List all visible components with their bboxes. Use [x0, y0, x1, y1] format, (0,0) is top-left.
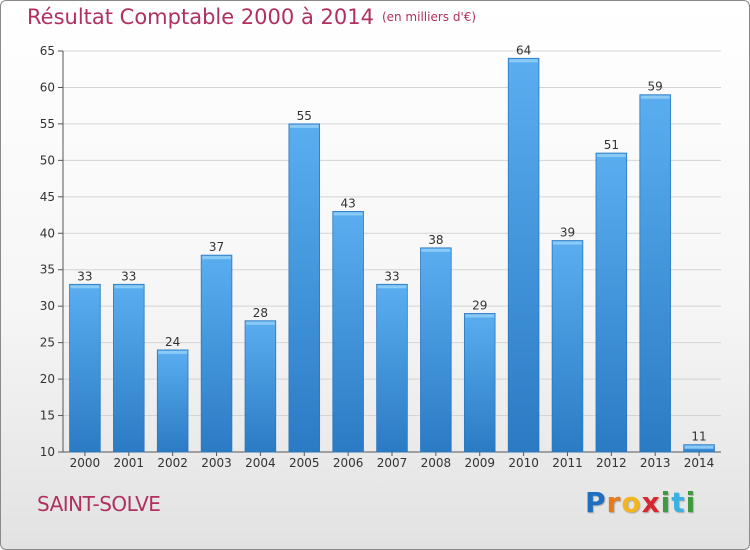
bar-2012 [595, 152, 628, 453]
x-tick-label: 2009 [464, 456, 495, 470]
bar-highlight [202, 256, 231, 260]
data-label: 11 [691, 430, 706, 444]
bar-2008 [420, 247, 452, 453]
x-tick-label: 2003 [201, 456, 232, 470]
data-labels: 33 33 24 37 28 55 43 33 38 29 64 39 51 59 11 [77, 43, 706, 443]
x-tick-label: 2006 [333, 456, 364, 470]
bar-highlight [465, 314, 495, 318]
data-label: 43 [340, 196, 355, 210]
bar-2004 [244, 320, 277, 453]
data-label: 33 [384, 269, 399, 283]
x-tick-label: 2001 [114, 456, 145, 470]
chart-subtitle: (en milliers d'€) [381, 10, 477, 24]
data-label: 64 [516, 43, 531, 57]
x-tick-label: 2000 [70, 456, 101, 470]
y-tick-label: 10 [40, 445, 55, 459]
bar-highlight [333, 212, 363, 216]
y-tick-labels: 10 15 20 25 30 35 40 45 50 55 60 65 [40, 44, 55, 459]
bar-2006 [332, 210, 364, 453]
bar-2011 [551, 240, 584, 453]
bar-highlight [377, 285, 407, 289]
data-label: 29 [472, 298, 487, 312]
x-tick-label: 2012 [596, 456, 627, 470]
logo-letter: o [621, 486, 642, 519]
proxiti-logo: Proxiti [585, 486, 696, 519]
bar-2010 [507, 57, 540, 453]
bar-highlight [114, 285, 144, 289]
bar-highlight [553, 241, 582, 245]
bars [69, 57, 715, 453]
chart-title-text: Résultat Comptable 2000 à 2014 [27, 5, 374, 29]
logo-letter: i [660, 486, 672, 519]
bar-2003 [200, 254, 233, 453]
bar-2001 [113, 283, 145, 453]
logo-letter: r [606, 486, 622, 519]
bar-highlight [640, 95, 670, 99]
bar-2002 [156, 349, 189, 453]
bar-highlight [70, 285, 100, 289]
x-tick-label: 2002 [157, 456, 188, 470]
x-tick-labels: 2000 2001 2002 2003 2004 2005 2006 2007 2008 2009… [70, 456, 715, 470]
bar-2005 [288, 123, 321, 453]
x-tick-label: 2013 [640, 456, 671, 470]
y-tick-label: 30 [40, 299, 55, 313]
y-tick-label: 45 [40, 190, 55, 204]
bar-2009 [463, 313, 496, 453]
x-tick-label: 2011 [552, 456, 583, 470]
y-tick-label: 20 [40, 372, 55, 386]
bar-highlight [596, 154, 626, 158]
y-tick-label: 65 [40, 44, 55, 58]
logo-letter: x [641, 486, 661, 519]
x-tick-label: 2010 [508, 456, 539, 470]
x-tick-label: 2008 [421, 456, 452, 470]
data-label: 38 [428, 233, 443, 247]
data-label: 51 [604, 138, 619, 152]
y-tick-label: 40 [40, 226, 55, 240]
y-tick-label: 55 [40, 117, 55, 131]
town-name: SAINT-SOLVE [37, 492, 161, 516]
data-label: 37 [209, 240, 224, 254]
bar-2007 [376, 283, 408, 453]
bar-highlight [684, 445, 714, 449]
bar-2000 [69, 283, 101, 453]
x-tick-label: 2005 [289, 456, 320, 470]
logo-letter: t [671, 486, 686, 519]
x-tick-label: 2004 [245, 456, 276, 470]
bar-highlight [421, 248, 451, 252]
bar-highlight [289, 124, 319, 128]
logo-letter: i [685, 486, 697, 519]
bar-2013 [639, 94, 671, 453]
data-label: 39 [560, 226, 575, 240]
y-tick-label: 35 [40, 263, 55, 277]
data-label: 59 [648, 80, 663, 94]
y-tick-label: 60 [40, 80, 55, 94]
y-tick-label: 25 [40, 336, 55, 350]
bar-highlight [509, 59, 538, 63]
data-label: 33 [121, 269, 136, 283]
x-tick-label: 2007 [377, 456, 408, 470]
data-label: 24 [165, 335, 180, 349]
chart-title: Résultat Comptable 2000 à 2014 (en millie… [27, 5, 476, 29]
x-tick-label: 2014 [684, 456, 715, 470]
logo-letter: P [585, 486, 607, 519]
bar-highlight [158, 350, 188, 354]
data-label: 28 [253, 306, 268, 320]
bar-highlight [246, 321, 275, 325]
data-label: 55 [297, 109, 312, 123]
y-tick-label: 15 [40, 409, 55, 423]
data-label: 33 [77, 269, 92, 283]
y-tick-label: 50 [40, 153, 55, 167]
